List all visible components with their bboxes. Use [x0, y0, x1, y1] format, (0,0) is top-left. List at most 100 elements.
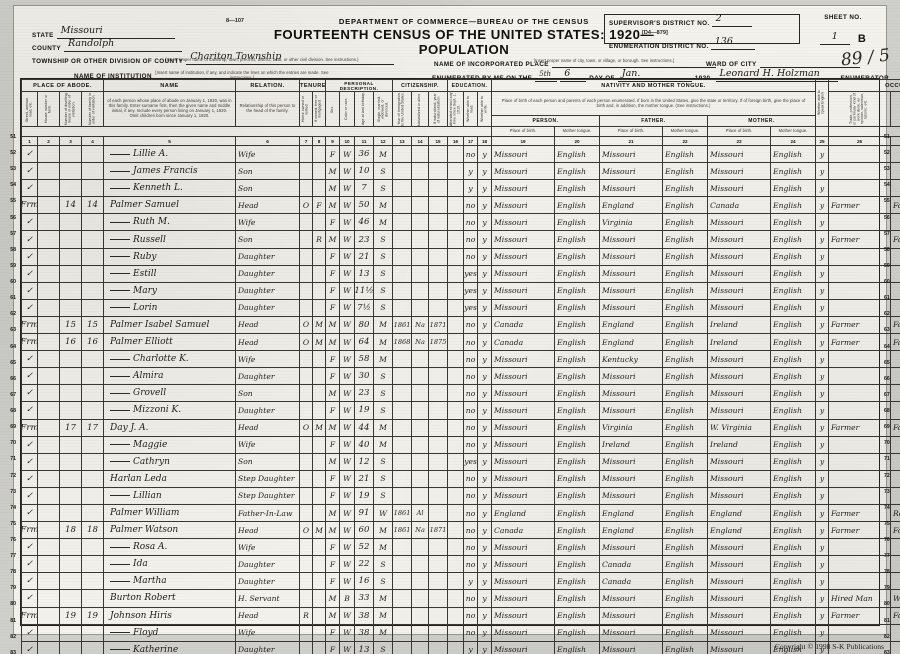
cell-house-number: [37, 264, 60, 283]
spacer-left: [20, 126, 493, 137]
cell-family: [80, 640, 105, 654]
person-name: Ruth M.: [133, 217, 170, 228]
cell-house-number: [37, 572, 60, 591]
cell-school: [447, 298, 465, 317]
column-number-15: 15: [428, 136, 449, 146]
cell-sex: F: [325, 486, 341, 505]
cell-occ: [828, 264, 892, 283]
line-number-right: 67: [884, 391, 890, 398]
cell-imm: [392, 281, 413, 300]
cell-own: [299, 572, 314, 591]
cell-fpb: Missouri: [599, 589, 664, 608]
cell-sex: F: [325, 298, 341, 317]
cell-write: y: [477, 213, 493, 232]
column-number-16: 16: [447, 136, 465, 146]
vh-occupation-industry: Industry, business, or establishment in …: [890, 91, 900, 127]
cell-natyr: [428, 162, 449, 181]
cell-mmt: English: [770, 196, 817, 215]
ditto-dash: [110, 153, 131, 155]
cell-relation: Son: [235, 230, 301, 249]
table-row[interactable]: ✓ Palmer William Father-In-Law M W 91 W 1861 Al n…: [21, 503, 900, 523]
vh-home-owned: Home owned or rented.: [299, 91, 314, 127]
cell-family: [80, 281, 105, 300]
cell-speak: y: [815, 538, 830, 557]
column-number-12: 12: [373, 136, 394, 146]
cell-own: [299, 367, 314, 386]
cell-relation: Head: [235, 521, 301, 540]
cell-street: ✓: [21, 247, 38, 266]
institution-note: [Insert name of institution, if any, and…: [155, 70, 329, 80]
cell-street: Frm: [21, 196, 38, 215]
cell-race: W: [339, 213, 356, 232]
person-name: Rosa A.: [133, 542, 168, 553]
ditto-dash: [110, 392, 131, 394]
vh-able-to-write: Whether able to write.: [477, 91, 493, 127]
cell-race: W: [339, 469, 356, 488]
cell-mpb: Missouri: [707, 623, 772, 642]
cell-house-number: [37, 384, 60, 403]
cell-mort: [312, 640, 327, 654]
cell-nat: Na: [411, 315, 430, 335]
sheet-side: B: [857, 33, 867, 45]
cell-mmt: English: [770, 350, 817, 369]
cell-own: O: [299, 521, 314, 540]
cell-read: no: [463, 213, 479, 232]
ditto-dash: [110, 358, 131, 360]
cell-nat: [411, 384, 430, 403]
cell-write: y: [477, 230, 493, 249]
table-row[interactable]: Frm1818Palmer WatsonHeadOMMW60M1861Na187…: [21, 521, 900, 540]
cell-age: 64: [354, 333, 375, 352]
cell-mmt: English: [770, 315, 817, 335]
table-row[interactable]: Frm1919Johnson HirisHeadRMW38MnoyMissour…: [21, 606, 900, 625]
cell-write: y: [477, 179, 493, 198]
cell-mpb: Missouri: [707, 144, 772, 164]
cell-pb: Missouri: [491, 538, 556, 557]
cell-dwelling: [59, 367, 82, 386]
table-row[interactable]: Frm1717Day J. A.HeadOMMW44MnoyMissouriEn…: [21, 418, 900, 437]
cell-name: Cathryn: [103, 452, 237, 471]
cell-read: no: [463, 486, 479, 505]
line-number-right: 70: [884, 440, 890, 447]
person-name: Almira: [133, 371, 164, 382]
cell-natyr: [428, 572, 449, 591]
cell-relation: Step Daughter: [235, 469, 301, 488]
table-row[interactable]: Frm1515Palmer Isabel SamuelHeadOMMW80M18…: [21, 315, 900, 335]
cell-house-number: [37, 196, 60, 215]
cell-pb: Missouri: [491, 401, 556, 420]
column-number-8: 8: [312, 136, 327, 146]
table-row[interactable]: Frm1414Palmer SamuelHeadOFMW50MnoyMissou…: [21, 196, 900, 215]
label-person-birthplace: Place of birth.: [491, 126, 556, 137]
line-number-right: 69: [884, 424, 890, 431]
cell-house-number: [37, 367, 60, 386]
cell-family: 15: [80, 315, 105, 335]
cell-fpb: Missouri: [599, 162, 664, 181]
cell-fpb: Virginia: [599, 418, 664, 437]
cell-name: Russell: [103, 230, 237, 249]
sheet-no-box: SHEET NO. 1 B: [804, 14, 882, 45]
